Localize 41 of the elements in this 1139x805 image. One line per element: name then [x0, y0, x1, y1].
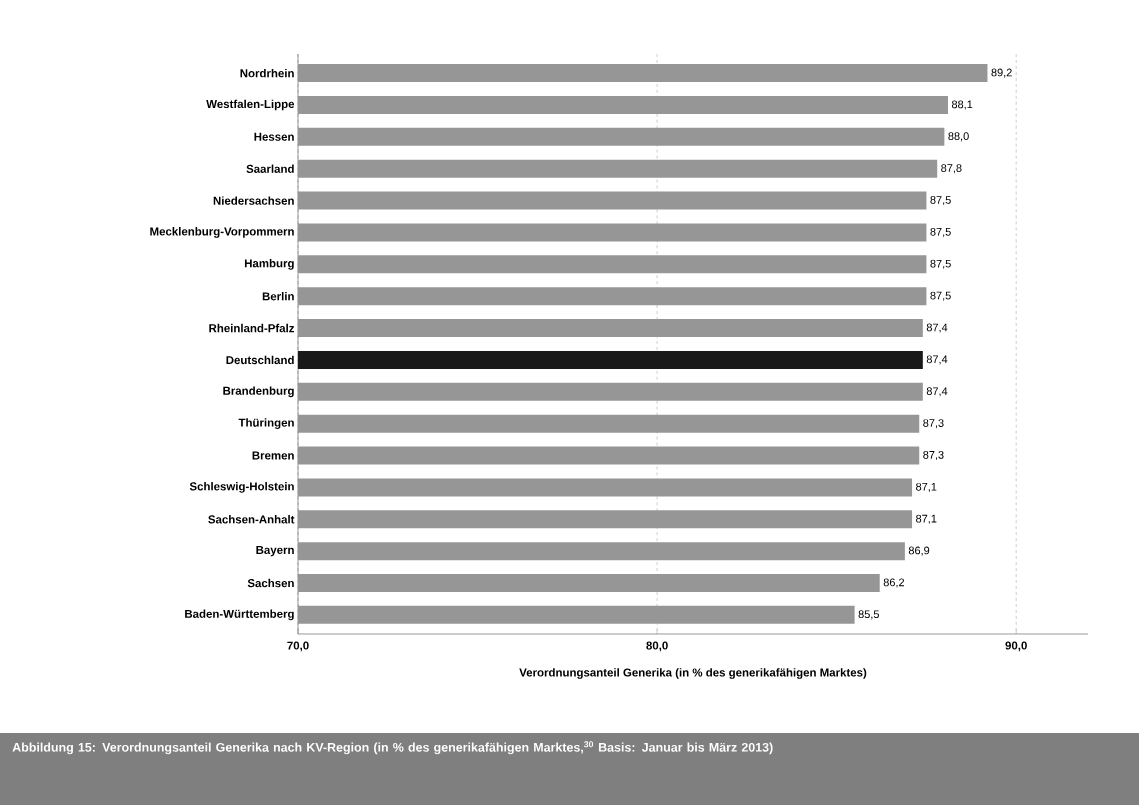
y-tick-label: Bremen [252, 451, 294, 460]
y-tick-label: Deutschland [226, 355, 294, 365]
data-label: 87,8 [941, 164, 962, 174]
y-tick-label: Sachsen-Anhalt [208, 515, 295, 524]
x-axis-title: Verordnungsanteil Generika (in % des generikafähigen Marktes) [519, 668, 867, 679]
data-label: 87,5 [930, 291, 951, 301]
data-label: 87,4 [926, 323, 948, 333]
data-label: 89,2 [991, 68, 1012, 78]
data-label: 87,3 [923, 451, 944, 461]
y-tick-label: Rheinland-Pfalz [209, 323, 295, 333]
y-tick-label: Schleswig-Holstein [189, 482, 294, 493]
data-label: 88,0 [948, 132, 969, 142]
data-label: 87,5 [930, 259, 951, 269]
data-label: 86,2 [883, 578, 905, 588]
y-tick-label: Baden-Württemberg [185, 609, 294, 621]
x-tick-label: 70,0 [287, 641, 309, 652]
data-label: 87,5 [930, 196, 951, 206]
y-tick-label: Brandenburg [223, 386, 294, 398]
y-tick-label: Nordrhein [240, 68, 294, 78]
y-tick-label: Hamburg [244, 258, 294, 270]
text: Abbildung 15: Verordnungsanteil Generika nach KV-Region (in % des generikafähigen Marktes,$^{30}$ Basis: Januar bis März 2013) [12, 741, 773, 755]
data-label: 86,9 [908, 546, 930, 556]
data-label: 87,4 [926, 355, 948, 365]
data-label: 88,1 [951, 100, 973, 110]
data-label: 85,5 [858, 610, 879, 620]
y-tick-label: Hessen [254, 132, 294, 141]
y-tick-label: Bayern [256, 546, 294, 557]
y-tick-label: Saarland [246, 164, 294, 173]
y-tick-label: Niedersachsen [213, 196, 294, 205]
x-tick-label: 80,0 [646, 641, 668, 652]
y-tick-label: Thüringen [238, 418, 294, 430]
data-label: 87,1 [916, 514, 937, 524]
data-label: 87,4 [926, 387, 948, 397]
y-tick-label: Berlin [262, 291, 294, 301]
y-tick-label: Sachsen [247, 578, 294, 588]
data-label: 87,3 [923, 419, 944, 429]
data-label: 87,1 [916, 482, 937, 492]
data-label: 87,5 [930, 227, 951, 237]
y-tick-label: Westfalen-Lippe [206, 99, 295, 111]
x-tick-label: 90,0 [1005, 641, 1027, 652]
y-tick-label: Mecklenburg-Vorpommern [150, 227, 294, 238]
